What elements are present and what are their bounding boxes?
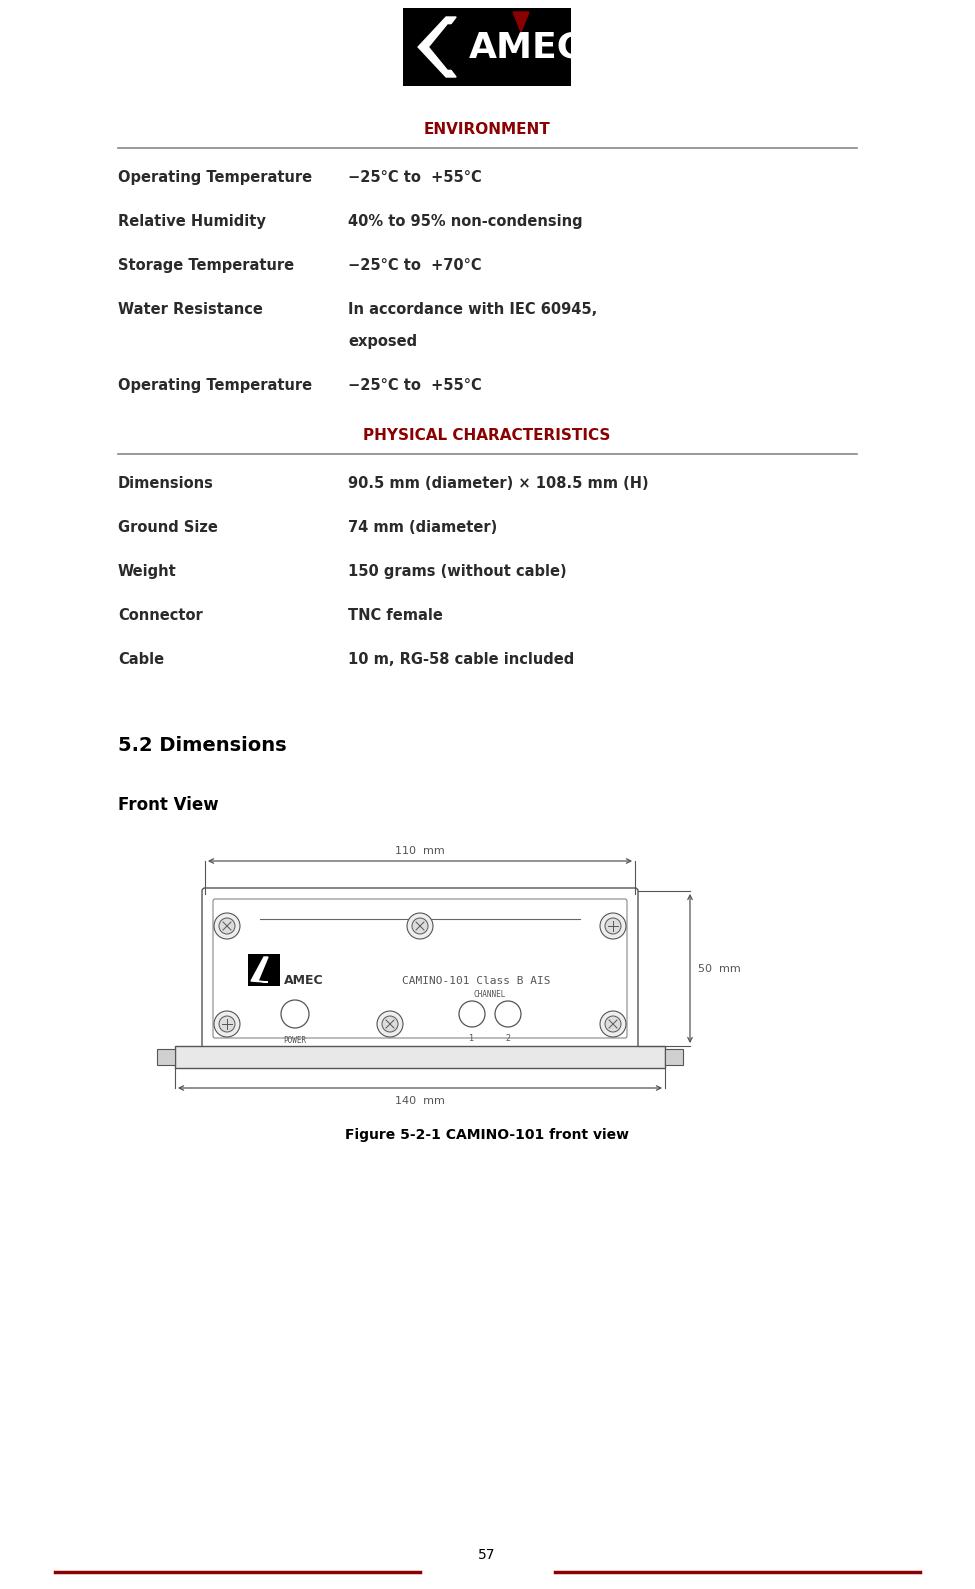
Text: TNC female: TNC female — [348, 609, 443, 623]
Polygon shape — [251, 957, 268, 982]
Text: 40% to 95% non-condensing: 40% to 95% non-condensing — [348, 215, 583, 229]
Text: Dimensions: Dimensions — [118, 477, 214, 491]
Circle shape — [600, 1011, 626, 1038]
Circle shape — [281, 999, 309, 1028]
Text: POWER: POWER — [284, 1036, 306, 1046]
Circle shape — [600, 914, 626, 939]
Text: Operating Temperature: Operating Temperature — [118, 170, 312, 184]
Polygon shape — [513, 13, 529, 32]
Bar — [481, 8, 571, 86]
Text: CAMINO-101 Class B AIS: CAMINO-101 Class B AIS — [402, 976, 550, 987]
Text: −25°C to  +70°C: −25°C to +70°C — [348, 257, 482, 273]
Bar — [175, 1046, 665, 1068]
Text: −25°C to  +55°C: −25°C to +55°C — [348, 378, 482, 392]
Circle shape — [412, 918, 428, 934]
Text: CHANNEL: CHANNEL — [474, 990, 506, 999]
Circle shape — [382, 1015, 398, 1031]
Text: exposed: exposed — [348, 334, 417, 350]
Text: Ground Size: Ground Size — [118, 520, 217, 535]
Text: AMEC: AMEC — [468, 30, 584, 64]
Circle shape — [214, 914, 240, 939]
Text: Water Resistance: Water Resistance — [118, 302, 263, 316]
Circle shape — [377, 1011, 403, 1038]
Text: Storage Temperature: Storage Temperature — [118, 257, 294, 273]
Text: In accordance with IEC 60945,: In accordance with IEC 60945, — [348, 302, 598, 316]
Circle shape — [407, 914, 433, 939]
FancyBboxPatch shape — [202, 888, 638, 1049]
Text: Connector: Connector — [118, 609, 203, 623]
Text: Operating Temperature: Operating Temperature — [118, 378, 312, 392]
Text: 5.2 Dimensions: 5.2 Dimensions — [118, 736, 287, 755]
Circle shape — [605, 918, 621, 934]
Circle shape — [495, 1001, 521, 1026]
Circle shape — [459, 1001, 485, 1026]
Text: Relative Humidity: Relative Humidity — [118, 215, 266, 229]
Text: 2: 2 — [505, 1034, 511, 1042]
Circle shape — [605, 1015, 621, 1031]
Text: AMEC: AMEC — [284, 974, 324, 987]
Text: 1: 1 — [470, 1034, 475, 1042]
Text: ENVIRONMENT: ENVIRONMENT — [423, 122, 550, 138]
Polygon shape — [430, 25, 454, 68]
Bar — [665, 1049, 683, 1065]
Text: 90.5 mm (diameter) × 108.5 mm (H): 90.5 mm (diameter) × 108.5 mm (H) — [348, 477, 648, 491]
Text: Front View: Front View — [118, 796, 218, 814]
Text: Cable: Cable — [118, 651, 164, 667]
Text: 150 grams (without cable): 150 grams (without cable) — [348, 564, 566, 578]
Text: 110  mm: 110 mm — [395, 845, 445, 856]
Text: −25°C to  +55°C: −25°C to +55°C — [348, 170, 482, 184]
Text: 74 mm (diameter): 74 mm (diameter) — [348, 520, 497, 535]
Bar — [403, 8, 481, 86]
Bar — [248, 953, 280, 987]
Bar — [157, 1049, 175, 1065]
Text: Figure 5-2-1 CAMINO-101 front view: Figure 5-2-1 CAMINO-101 front view — [345, 1128, 629, 1142]
Circle shape — [219, 918, 235, 934]
Circle shape — [214, 1011, 240, 1038]
Text: PHYSICAL CHARACTERISTICS: PHYSICAL CHARACTERISTICS — [364, 429, 610, 443]
Polygon shape — [418, 17, 456, 76]
Text: 10 m, RG-58 cable included: 10 m, RG-58 cable included — [348, 651, 574, 667]
Text: 50  mm: 50 mm — [698, 963, 741, 974]
Text: Weight: Weight — [118, 564, 176, 578]
Text: 140  mm: 140 mm — [395, 1096, 445, 1106]
Text: 57: 57 — [479, 1548, 495, 1562]
Circle shape — [219, 1015, 235, 1031]
